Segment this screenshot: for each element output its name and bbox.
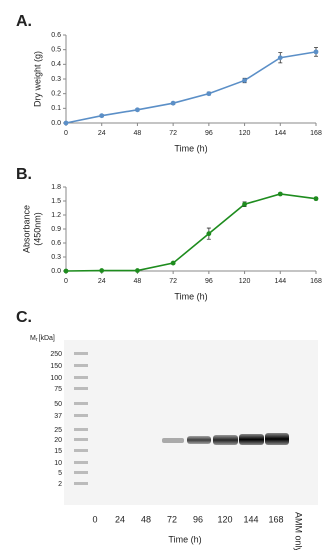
y-tick-label: 1.5: [51, 198, 61, 205]
point: [313, 196, 319, 202]
lane-label: 96: [193, 514, 203, 524]
lane-label: 120: [217, 514, 232, 524]
x-tick-label: 144: [274, 130, 286, 137]
marker-label: 15: [54, 448, 62, 455]
x-tick-label: 144: [274, 278, 286, 285]
x-tick-label: 48: [134, 130, 142, 137]
y-axis-title: (450nm): [32, 212, 42, 246]
point: [313, 49, 319, 55]
lane-label: AMM only: [294, 512, 304, 550]
y-tick-label: 1.8: [51, 184, 61, 191]
y-tick-label: 0.6: [51, 240, 61, 247]
x-tick-label: 48: [134, 278, 142, 285]
panel-label: A.: [16, 13, 32, 30]
lane-label: 72: [167, 514, 177, 524]
x-tick-label: 168: [310, 278, 322, 285]
y-tick-label: 0.0: [51, 268, 61, 275]
y-tick-label: 0.9: [51, 226, 61, 233]
x-tick-label: 72: [169, 278, 177, 285]
y-tick-label: 0.0: [51, 120, 61, 127]
bands: [162, 433, 289, 445]
point: [63, 120, 69, 126]
blot-membrane: [64, 340, 318, 505]
point: [242, 78, 247, 83]
marker-label: 75: [54, 386, 62, 393]
x-tick-label: 24: [98, 278, 106, 285]
marker-label: 50: [54, 401, 62, 408]
x-tick-label: 96: [205, 278, 213, 285]
y-axis-title: Dry weight (g): [32, 51, 42, 107]
point: [170, 260, 176, 266]
lane-label: 168: [268, 514, 283, 524]
y-tick-label: 0.4: [51, 61, 61, 68]
point: [135, 107, 140, 113]
lane-label: 24: [115, 514, 125, 524]
y-tick-label: 0.2: [51, 91, 61, 98]
lane-label: 144: [243, 514, 258, 524]
x-tick-label: 24: [98, 130, 106, 137]
marker-label: 150: [50, 363, 62, 370]
marker-label: 100: [50, 375, 62, 382]
mr-sub: r: [36, 337, 38, 343]
x-axis-title: Time (h): [174, 143, 207, 153]
point: [135, 268, 140, 273]
mr-unit: [kDa]: [39, 335, 55, 342]
marker-label: 250: [50, 351, 62, 358]
line: [65, 51, 317, 124]
point: [99, 268, 105, 273]
marker-label: 2: [58, 481, 62, 488]
y-tick-label: 0.6: [51, 32, 61, 39]
point: [206, 91, 212, 97]
y-tick-label: 0.5: [51, 47, 61, 54]
lane-label: 48: [141, 514, 151, 524]
y-tick-label: 0.3: [51, 254, 61, 261]
point: [99, 113, 105, 119]
x-tick-label: 120: [239, 130, 251, 137]
panel-label: C.: [16, 309, 32, 326]
ladder: [74, 352, 88, 485]
mr: M: [30, 335, 36, 342]
y-tick-label: 0.1: [51, 105, 61, 112]
y-axis-title: Absorbance: [21, 205, 31, 253]
x-tick-label: 0: [64, 278, 68, 285]
point: [277, 55, 283, 61]
point: [277, 191, 283, 197]
x-tick-label: 168: [310, 130, 322, 137]
marker-label: 5: [58, 470, 62, 477]
marker-label: 25: [54, 427, 62, 434]
point: [63, 268, 69, 274]
marker-label: 10: [54, 460, 62, 467]
y-tick-label: 0.3: [51, 76, 61, 83]
x-tick-label: 0: [64, 130, 68, 137]
y-tick-label: 1.2: [51, 212, 61, 219]
point: [206, 231, 212, 237]
panel-label: B.: [16, 166, 32, 183]
marker-label: 37: [54, 413, 62, 420]
x-tick-label: 72: [169, 130, 177, 137]
point: [170, 100, 176, 106]
line: [65, 193, 317, 272]
x-axis-title: Time (h): [174, 291, 207, 301]
mr-label: Mr[kDa]: [30, 335, 55, 343]
x-tick-label: 96: [205, 130, 213, 137]
point: [242, 201, 247, 207]
x-tick-label: 120: [239, 278, 251, 285]
marker-label: 20: [54, 437, 62, 444]
x-axis-title: Time (h): [168, 534, 201, 544]
lane-label: 0: [92, 514, 97, 524]
